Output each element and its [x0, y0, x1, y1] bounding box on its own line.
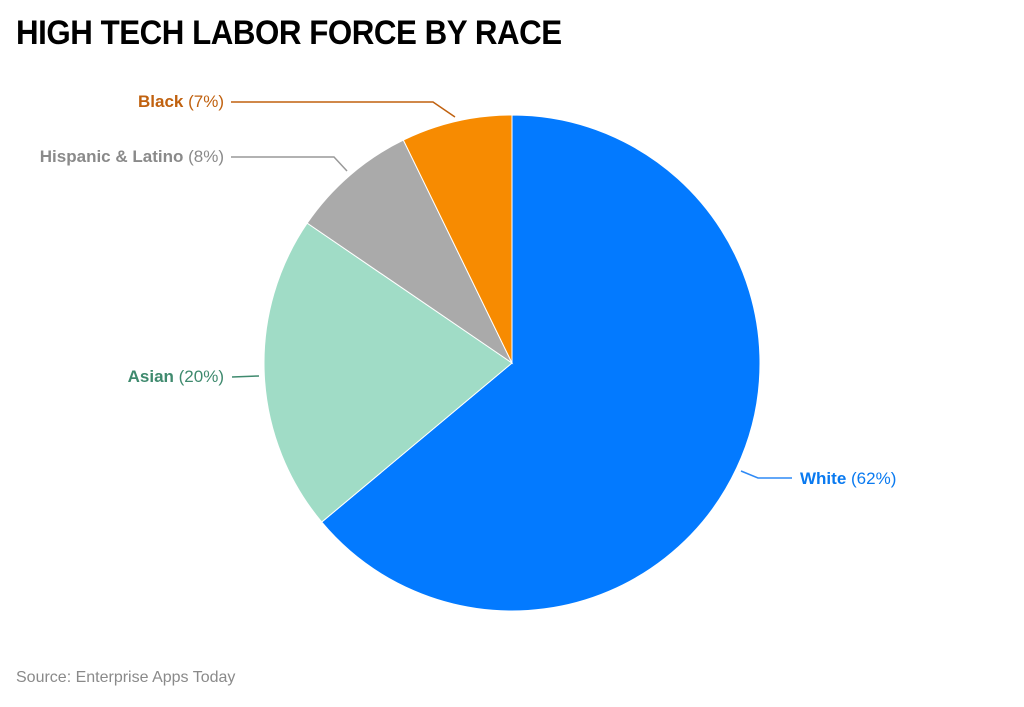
label-name: Hispanic & Latino	[39, 147, 184, 166]
source-note: Source: Enterprise Apps Today	[16, 669, 236, 686]
data-label-black: Black (7%)	[138, 92, 224, 112]
label-percent: (20%)	[178, 367, 224, 386]
label-percent: (8%)	[188, 147, 224, 166]
leader-lines	[231, 101, 792, 479]
pie-slice-hispanic-latino	[306, 139, 514, 365]
leader-line-black	[231, 101, 456, 118]
label-percent: (62%)	[851, 469, 897, 488]
leader-line-asian	[231, 375, 260, 378]
chart-title: HIGH TECH LABOR FORCE BY RACE	[16, 14, 562, 52]
label-name: White	[800, 469, 847, 488]
pie-slices	[263, 114, 761, 612]
pie-slice-asian	[263, 222, 513, 523]
label-name: Black	[137, 92, 184, 111]
pie-slice-black	[402, 114, 513, 364]
data-label-white: White (62%)	[800, 469, 896, 489]
leader-line-white	[740, 470, 792, 479]
pie-slice-white	[321, 114, 761, 612]
label-name: Asian	[127, 367, 174, 386]
data-label-hispanic-latino: Hispanic & Latino (8%)	[40, 147, 224, 167]
label-percent: (7%)	[188, 92, 224, 111]
data-label-asian: Asian (20%)	[128, 367, 224, 387]
leader-line-hispanic	[231, 156, 348, 172]
